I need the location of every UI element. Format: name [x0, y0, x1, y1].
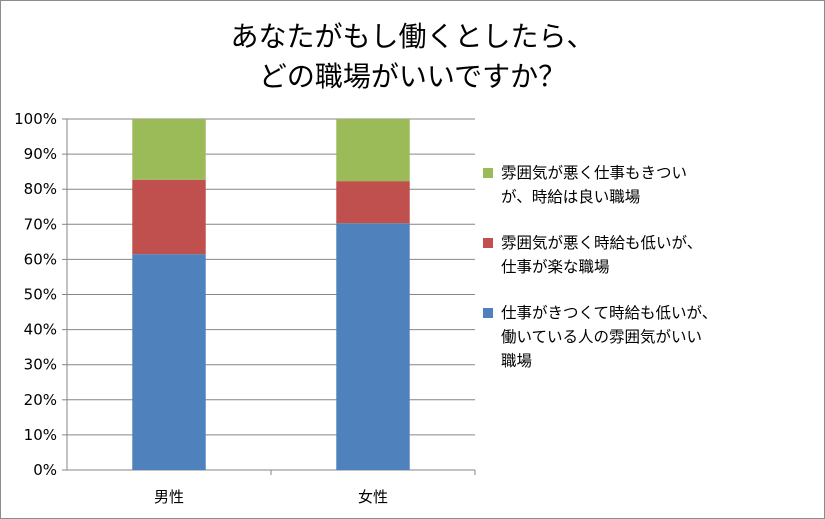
y-tick-label: 70%	[24, 215, 57, 233]
x-category-label: 女性	[358, 488, 388, 506]
y-tick-label: 30%	[24, 356, 57, 374]
y-tick-label: 50%	[24, 286, 57, 304]
bar-segment	[132, 119, 206, 180]
y-tick-label: 90%	[24, 145, 57, 163]
legend-label-line: 雰囲気が悪く時給も低いが、	[501, 234, 703, 252]
legend-item-good-atmosphere: 仕事がきつくて時給も低いが、 働いている人の雰囲気がいい 職場	[483, 301, 783, 373]
bar-segment	[132, 254, 206, 470]
legend-item-easy-work: 雰囲気が悪く時給も低いが、 仕事が楽な職場	[483, 231, 783, 279]
legend-item-good-pay: 雰囲気が悪く仕事もきつい が、時給は良い職場	[483, 161, 783, 209]
legend-swatch-red	[483, 238, 493, 248]
y-tick-label: 10%	[24, 426, 57, 444]
bar-segment	[336, 223, 410, 470]
legend-label-line: 仕事がきつくて時給も低いが、	[501, 304, 718, 322]
chart-title-line-1: あなたがもし働くとしたら、	[230, 20, 595, 53]
legend-label-line: 働いている人の雰囲気がいい	[501, 328, 703, 346]
y-tick-label: 40%	[24, 321, 57, 339]
legend-label-line: 雰囲気が悪く仕事もきつい	[501, 164, 688, 182]
y-tick-label: 60%	[24, 250, 57, 268]
y-tick-label: 80%	[24, 180, 57, 198]
legend: 雰囲気が悪く仕事もきつい が、時給は良い職場 雰囲気が悪く時給も低いが、 仕事が…	[483, 161, 783, 395]
y-tick-label: 20%	[24, 391, 57, 409]
chart-title: あなたがもし働くとしたら、 どの職場がいいですか？	[1, 17, 824, 97]
y-tick-label: 0%	[33, 461, 57, 479]
legend-swatch-green	[483, 168, 493, 178]
chart-title-line-2: どの職場がいいですか？	[258, 60, 567, 93]
bar-segment	[336, 181, 410, 224]
x-category-label: 男性	[154, 488, 184, 506]
legend-label-line: が、時給は良い職場	[501, 188, 641, 206]
legend-label-line: 職場	[501, 352, 533, 370]
y-tick-label: 100%	[14, 110, 57, 128]
bar-segment	[132, 179, 206, 255]
legend-label-line: 仕事が楽な職場	[501, 258, 610, 276]
bar-segment	[336, 119, 410, 182]
legend-swatch-blue	[483, 308, 493, 318]
